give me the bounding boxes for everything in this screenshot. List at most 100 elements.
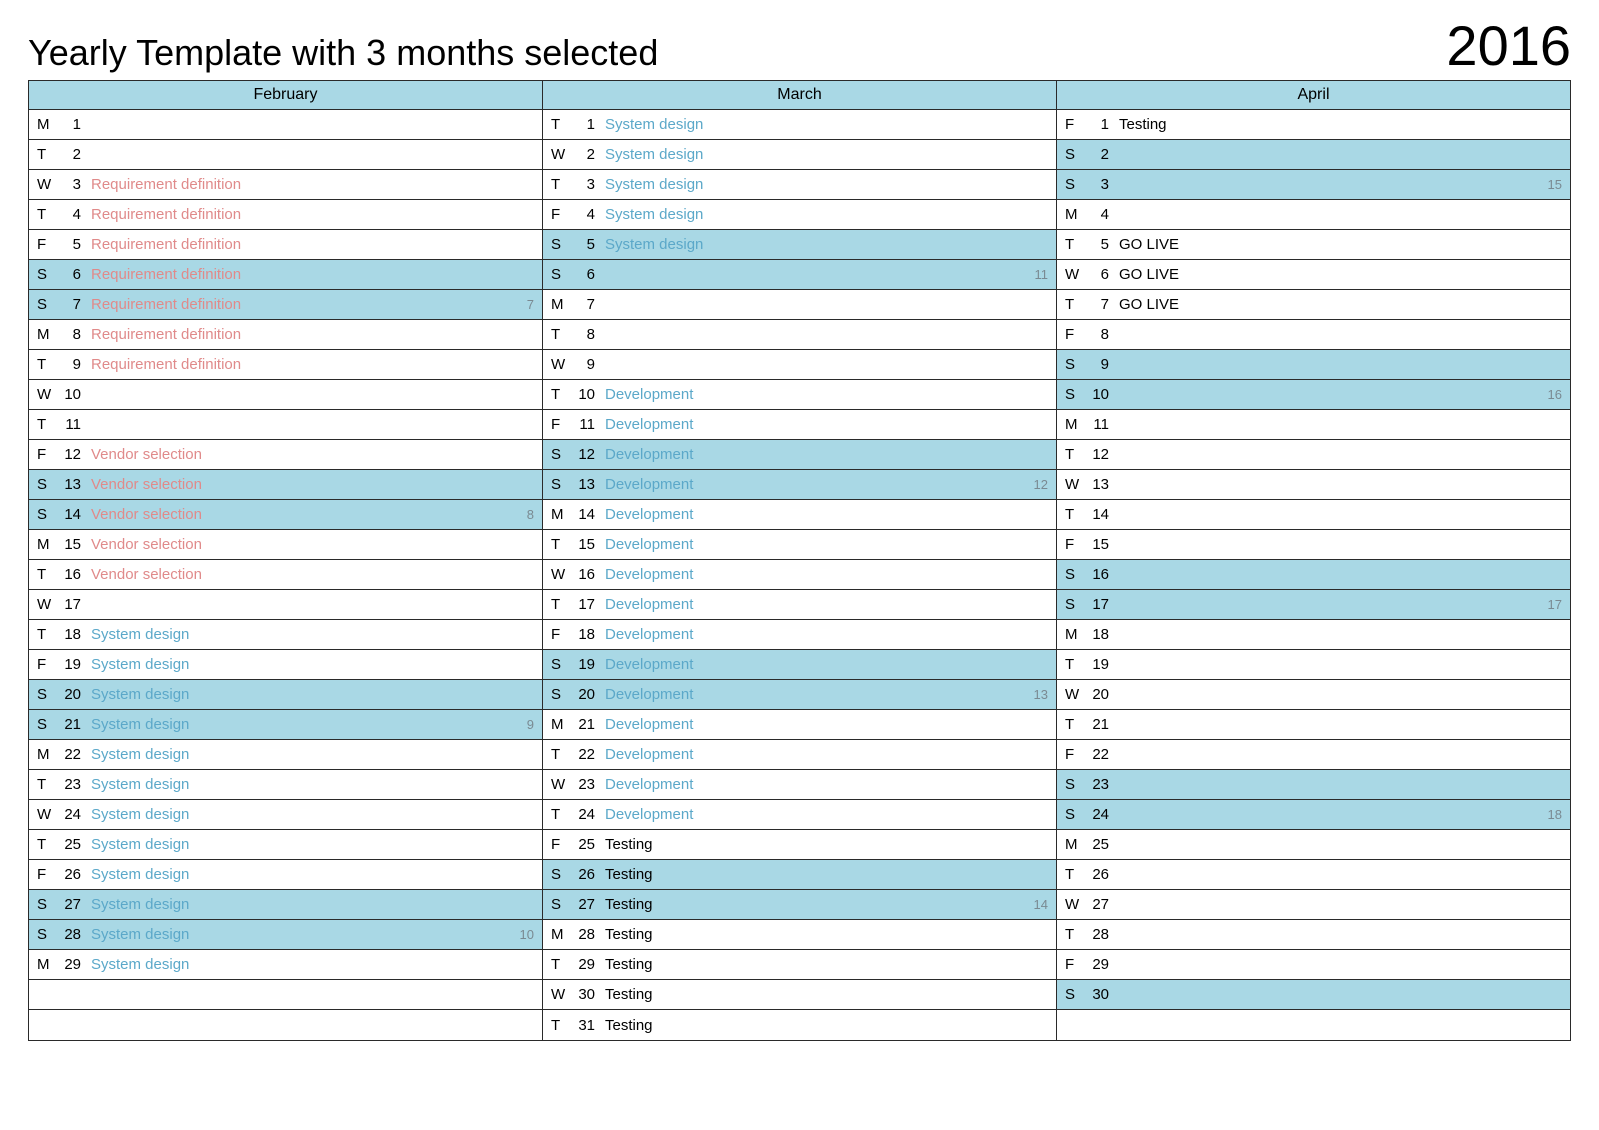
day-number: 5	[57, 236, 81, 253]
day-task: Requirement definition	[91, 326, 536, 343]
day-number: 24	[57, 806, 81, 823]
day-row: W24System design	[29, 800, 542, 830]
day-of-week: M	[551, 296, 571, 313]
day-row: T12	[1057, 440, 1570, 470]
day-of-week: F	[551, 416, 571, 433]
day-row: S23	[1057, 770, 1570, 800]
day-number: 29	[571, 956, 595, 973]
day-row: T10Development	[543, 380, 1056, 410]
day-row: W13	[1057, 470, 1570, 500]
day-of-week: T	[551, 806, 571, 823]
day-number: 17	[571, 596, 595, 613]
day-task: Requirement definition	[91, 176, 536, 193]
day-task: System design	[91, 866, 536, 883]
day-number: 21	[57, 716, 81, 733]
day-number: 5	[1085, 236, 1109, 253]
day-task: Testing	[1119, 116, 1564, 133]
calendar-grid: FebruaryM1T2W3Requirement definitionT4Re…	[28, 80, 1571, 1041]
month-column: AprilF1TestingS2S315M4T5GO LIVEW6GO LIVE…	[1056, 81, 1570, 1040]
day-task: Vendor selection	[91, 506, 527, 523]
day-number: 11	[571, 416, 595, 433]
day-of-week: S	[1065, 146, 1085, 163]
day-of-week: S	[1065, 806, 1085, 823]
day-number: 24	[1085, 806, 1109, 823]
day-number: 13	[571, 476, 595, 493]
day-row: S9	[1057, 350, 1570, 380]
day-number: 30	[1085, 986, 1109, 1003]
day-number: 27	[57, 896, 81, 913]
day-of-week: F	[1065, 326, 1085, 343]
day-row: M15Vendor selection	[29, 530, 542, 560]
day-of-week: F	[37, 236, 57, 253]
day-row: M14Development	[543, 500, 1056, 530]
day-of-week: M	[37, 956, 57, 973]
day-number: 11	[57, 416, 81, 433]
day-row: T4Requirement definition	[29, 200, 542, 230]
day-of-week: M	[37, 326, 57, 343]
day-row: S27System design	[29, 890, 542, 920]
month-column: FebruaryM1T2W3Requirement definitionT4Re…	[29, 81, 542, 1040]
day-of-week: T	[1065, 716, 1085, 733]
day-number: 22	[571, 746, 595, 763]
day-task: Vendor selection	[91, 446, 536, 463]
day-number: 21	[1085, 716, 1109, 733]
day-task: Requirement definition	[91, 206, 536, 223]
day-row: M22System design	[29, 740, 542, 770]
day-of-week: S	[1065, 176, 1085, 193]
day-number: 20	[1085, 686, 1109, 703]
day-task: Development	[605, 626, 1050, 643]
day-number: 9	[57, 356, 81, 373]
day-row: T2	[29, 140, 542, 170]
day-of-week: F	[1065, 116, 1085, 133]
day-of-week: F	[1065, 536, 1085, 553]
day-of-week: W	[37, 176, 57, 193]
day-number: 3	[1085, 176, 1109, 193]
day-row: F26System design	[29, 860, 542, 890]
day-of-week: S	[1065, 776, 1085, 793]
day-number: 4	[571, 206, 595, 223]
day-task: GO LIVE	[1119, 266, 1564, 283]
day-row: S6Requirement definition	[29, 260, 542, 290]
day-row: T9Requirement definition	[29, 350, 542, 380]
day-of-week: T	[551, 386, 571, 403]
day-number: 10	[1085, 386, 1109, 403]
day-row: W30Testing	[543, 980, 1056, 1010]
day-row: S611	[543, 260, 1056, 290]
day-of-week: T	[37, 626, 57, 643]
day-of-week: F	[1065, 956, 1085, 973]
month-header: February	[29, 81, 542, 110]
day-task: Requirement definition	[91, 236, 536, 253]
day-of-week: T	[37, 776, 57, 793]
day-of-week: T	[551, 176, 571, 193]
day-of-week: T	[1065, 926, 1085, 943]
day-of-week: T	[1065, 506, 1085, 523]
day-of-week: S	[37, 476, 57, 493]
day-row: T18System design	[29, 620, 542, 650]
day-row: T23System design	[29, 770, 542, 800]
day-of-week: W	[551, 986, 571, 1003]
day-number: 27	[1085, 896, 1109, 913]
week-number: 15	[1548, 177, 1564, 192]
day-number: 12	[57, 446, 81, 463]
day-number: 25	[1085, 836, 1109, 853]
day-number: 1	[1085, 116, 1109, 133]
day-number: 7	[57, 296, 81, 313]
day-of-week: W	[37, 386, 57, 403]
day-row: S14Vendor selection8	[29, 500, 542, 530]
day-task: Development	[605, 416, 1050, 433]
week-number: 12	[1034, 477, 1050, 492]
day-row: M7	[543, 290, 1056, 320]
day-of-week: W	[1065, 896, 1085, 913]
week-number: 9	[527, 717, 536, 732]
day-task: System design	[91, 956, 536, 973]
day-task: System design	[91, 836, 536, 853]
day-of-week: F	[551, 626, 571, 643]
day-task: Development	[605, 776, 1050, 793]
day-number: 13	[57, 476, 81, 493]
day-of-week: S	[551, 656, 571, 673]
day-number: 23	[571, 776, 595, 793]
day-of-week: S	[551, 686, 571, 703]
day-of-week: S	[37, 716, 57, 733]
day-task: Testing	[605, 926, 1050, 943]
day-of-week: S	[551, 446, 571, 463]
